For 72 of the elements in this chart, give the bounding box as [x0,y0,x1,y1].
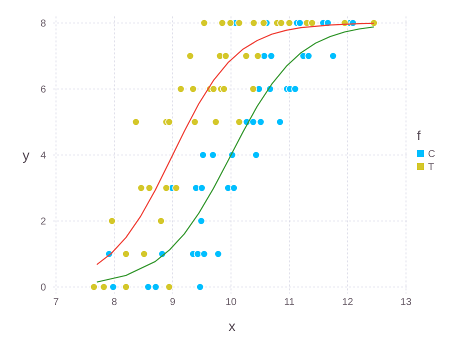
x-axis-title: x [228,318,236,334]
point [249,118,258,126]
y-tick-label: 0 [40,282,46,294]
point [157,217,165,225]
point [277,19,286,27]
point [165,118,174,126]
point [304,52,312,60]
point [256,118,265,126]
point [198,184,206,192]
point [122,250,130,258]
x-tick-label: 9 [170,297,176,308]
point [214,250,222,258]
point [235,19,244,27]
point [254,52,262,60]
point [200,250,208,258]
point [218,19,226,27]
point [276,118,284,126]
point [152,283,160,291]
point [222,52,230,60]
point [108,217,116,225]
x-tick-label: 10 [225,297,237,308]
y-tick-label: 2 [40,216,46,228]
point [100,283,108,291]
x-tick-label: 11 [284,297,295,308]
point [209,151,217,159]
point [267,52,276,60]
point [260,19,268,27]
point [186,52,194,60]
point [176,85,185,93]
point [285,19,294,27]
x-tick-label: 13 [400,297,412,308]
point [220,85,228,93]
point [144,283,152,291]
point [308,19,316,27]
point [122,283,130,291]
y-axis-title: y [22,147,30,163]
point [230,184,238,192]
point [145,184,154,192]
point [235,118,244,126]
point [90,283,98,291]
point [132,118,140,126]
point [190,118,199,126]
point [210,85,218,93]
x-tick-label: 12 [342,297,354,308]
point [296,19,304,27]
point [250,19,258,27]
y-tick-label: 8 [40,18,46,30]
point [162,184,170,192]
point [249,85,258,93]
legend-title: f [417,128,421,143]
point [212,118,220,126]
legend-label: C [428,149,436,160]
point [189,85,197,93]
point [137,184,146,192]
point [140,250,148,258]
point [252,151,260,159]
point [291,85,300,93]
point [199,151,207,159]
point [242,52,250,60]
x-tick-label: 8 [112,297,118,308]
y-tick-label: 4 [40,150,46,162]
point [197,217,206,225]
point [329,52,337,60]
point [196,283,204,291]
point [200,19,208,27]
legend-label: T [428,162,434,173]
point [226,19,234,27]
y-tick-label: 6 [40,84,46,96]
point [109,283,118,291]
point [165,283,174,291]
point [172,184,180,192]
x-tick-label: 7 [53,297,60,308]
